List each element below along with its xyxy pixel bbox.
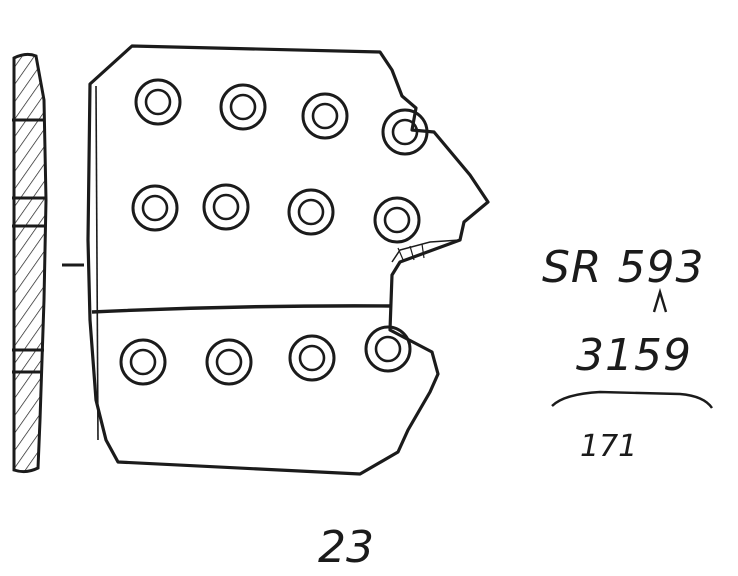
rivet-outer-ring <box>301 92 349 140</box>
annotations: SR 593 3159 171 23 <box>318 242 713 573</box>
rivet-inner-ring <box>311 102 339 130</box>
rivet-inner-ring <box>215 348 243 376</box>
rivet-outer-ring <box>287 188 335 236</box>
rivet-inner-ring <box>374 335 402 363</box>
section-profile <box>12 52 84 474</box>
rivet-outer-ring <box>131 184 179 232</box>
rivet-inner-ring <box>129 348 157 376</box>
rivet-outer-ring <box>364 325 412 373</box>
rivet-inner-ring <box>298 344 326 372</box>
relation-arrow <box>652 287 668 313</box>
rivet-outer-ring <box>119 338 167 386</box>
rivet-inner-ring <box>391 118 419 146</box>
rivet-outer-ring <box>373 196 421 244</box>
rivet-outer-ring <box>219 83 267 131</box>
rivet-holes <box>119 78 429 386</box>
rivet-inner-ring <box>144 88 172 116</box>
find-number-label: 3159 <box>576 330 692 381</box>
rivet-inner-ring <box>141 194 169 222</box>
rivet-inner-ring <box>383 206 411 234</box>
rivet-outer-ring <box>205 338 253 386</box>
rivet-inner-ring <box>297 198 325 226</box>
context-label: SR 593 <box>542 242 704 293</box>
measurement-label: 171 <box>580 429 637 464</box>
rivet-inner-ring <box>229 93 257 121</box>
rivet-inner-ring <box>212 193 240 221</box>
plate-outline <box>86 44 490 476</box>
rivet-outer-ring <box>288 334 336 382</box>
measure-bracket <box>551 390 713 409</box>
plate-number: 23 <box>318 522 374 573</box>
rivet-outer-ring <box>134 78 182 126</box>
rivet-outer-ring <box>381 108 429 156</box>
rivet-outer-ring <box>202 183 250 231</box>
